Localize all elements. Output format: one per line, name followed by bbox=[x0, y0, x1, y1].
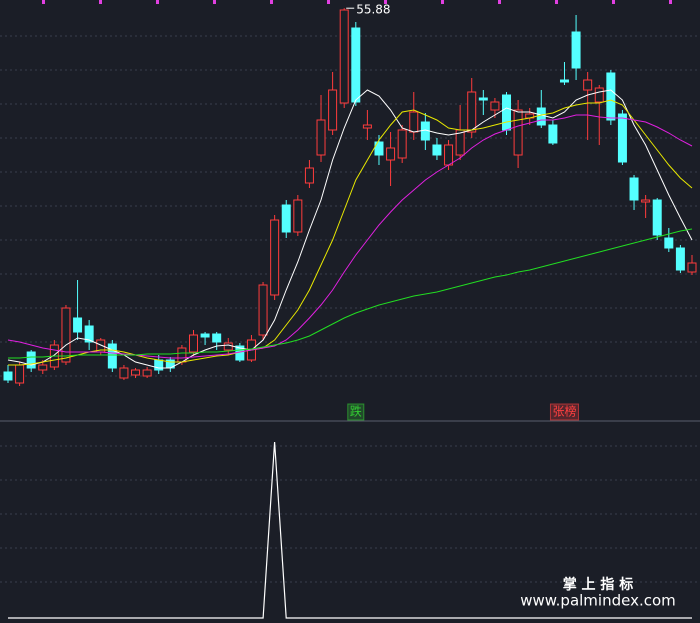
top-marker bbox=[669, 0, 672, 4]
top-marker bbox=[270, 0, 273, 4]
candle-body bbox=[386, 147, 396, 161]
candle-body bbox=[351, 27, 361, 103]
top-marker bbox=[612, 0, 615, 4]
candle-body bbox=[107, 343, 117, 369]
candle-body bbox=[304, 167, 314, 184]
candle-body bbox=[675, 247, 685, 271]
candle-body bbox=[362, 124, 372, 129]
candle-body bbox=[536, 107, 546, 126]
top-marker bbox=[384, 0, 387, 4]
candle-body bbox=[374, 141, 384, 156]
high-label: 55.88 bbox=[356, 3, 390, 17]
moving-average bbox=[8, 99, 693, 366]
candle-body bbox=[15, 364, 25, 384]
candle-body bbox=[223, 342, 233, 351]
moving-average bbox=[7, 89, 693, 369]
candle-body bbox=[119, 367, 129, 379]
candle-body bbox=[687, 262, 697, 273]
candle-body bbox=[270, 219, 280, 296]
top-marker bbox=[42, 0, 45, 4]
candle-body bbox=[490, 101, 500, 111]
candle-body bbox=[664, 237, 674, 249]
candle-body bbox=[3, 371, 13, 381]
candle-body bbox=[61, 307, 71, 363]
candle-body bbox=[73, 317, 83, 333]
candle-body bbox=[131, 369, 141, 376]
candle-body bbox=[281, 204, 291, 233]
top-marker bbox=[156, 0, 159, 4]
candle-body bbox=[606, 72, 616, 121]
top-marker bbox=[327, 0, 330, 4]
candle-body bbox=[339, 9, 349, 104]
candle-body bbox=[583, 79, 593, 91]
candle-body bbox=[26, 351, 36, 369]
top-marker bbox=[99, 0, 102, 4]
candle-body bbox=[652, 199, 662, 236]
candle-body bbox=[432, 144, 442, 156]
candle-body bbox=[258, 284, 268, 336]
indicator-line bbox=[8, 441, 692, 619]
candle-body bbox=[594, 87, 604, 103]
candle-body bbox=[478, 97, 488, 101]
top-marker bbox=[555, 0, 558, 4]
candle-body bbox=[84, 325, 94, 343]
candle-body bbox=[200, 333, 210, 338]
candle-body bbox=[502, 94, 512, 131]
candle-body bbox=[559, 79, 569, 83]
candle-body bbox=[617, 113, 627, 163]
watermark-title: 掌 上 指 标 bbox=[563, 576, 634, 593]
candle-body bbox=[467, 91, 477, 133]
candle-body bbox=[142, 369, 152, 377]
moving-average bbox=[8, 228, 693, 359]
candle-body bbox=[641, 199, 651, 203]
signal-box bbox=[549, 403, 579, 421]
candle-body bbox=[38, 364, 48, 371]
candle-body bbox=[571, 31, 581, 69]
signal-label: 张榜 bbox=[552, 404, 576, 419]
candle-body bbox=[629, 177, 639, 201]
candle-body bbox=[316, 119, 326, 156]
candle-body bbox=[188, 334, 198, 353]
top-marker bbox=[498, 0, 501, 4]
candle-body bbox=[328, 89, 338, 131]
top-marker bbox=[441, 0, 444, 4]
candle-body bbox=[212, 333, 222, 343]
candle-body bbox=[444, 144, 454, 166]
moving-average bbox=[7, 114, 693, 359]
signal-box bbox=[347, 403, 365, 421]
candle-body bbox=[397, 129, 407, 159]
candle-body bbox=[409, 111, 419, 133]
watermark-url: www.palmindex.com bbox=[520, 592, 676, 610]
candle-body bbox=[513, 109, 523, 156]
candle-body bbox=[548, 124, 558, 144]
signal-label: 跌 bbox=[350, 404, 362, 419]
top-marker bbox=[213, 0, 216, 4]
candle-body bbox=[293, 199, 303, 233]
